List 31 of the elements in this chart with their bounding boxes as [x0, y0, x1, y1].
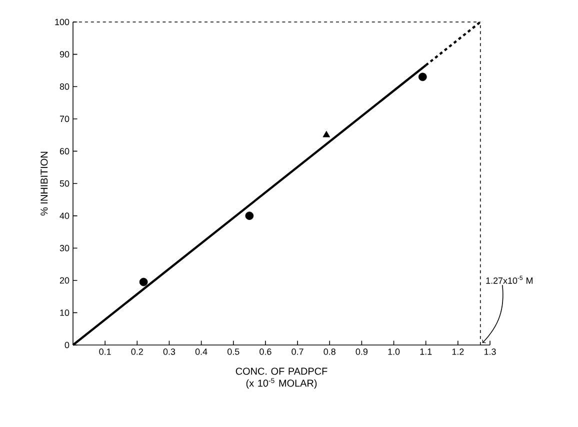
- y-axis-title: % INHIBITION: [40, 152, 48, 216]
- y-tick-label: 90: [60, 51, 70, 58]
- y-tick-label: 80: [60, 83, 70, 90]
- y-tick-label: 40: [60, 212, 70, 219]
- x-tick-label: 0.6: [260, 348, 272, 355]
- point: [139, 278, 148, 286]
- y-tick-label: 10: [60, 310, 70, 316]
- x-tick-label: 1.0: [388, 348, 400, 355]
- y-tick-label: 70: [60, 116, 70, 122]
- point: [245, 212, 254, 220]
- point: [418, 72, 427, 82]
- x-tick-label: 1.3: [484, 348, 496, 355]
- point: [322, 130, 330, 138]
- x-tick-label: 0.8: [324, 348, 336, 355]
- x-tick-label: 0.5: [227, 348, 240, 355]
- y-tick-label: 50: [60, 180, 70, 187]
- x-tick-label: 0.4: [195, 348, 208, 355]
- y-tick-label: 0: [64, 342, 70, 348]
- annotation: 1.27x10$^{-5}$ M: [486, 276, 533, 284]
- x-tick-label: 0.7: [292, 348, 304, 355]
- y-tick-label: 100: [55, 18, 70, 26]
- x-axis-title: CONC. OF PADPCF (x 10$^{-5}$ MOLAR): [236, 368, 328, 389]
- x-tick-label: 1.2: [452, 348, 464, 355]
- y-tick-label: 30: [60, 244, 70, 252]
- x-tick-label: 0.1: [99, 348, 111, 355]
- y-tick-label: 20: [60, 277, 70, 284]
- y-tick-label: 60: [60, 148, 70, 154]
- x-tick-label: 0.2: [131, 348, 143, 355]
- x-tick-label: 1.1: [420, 348, 432, 355]
- x-tick-label: 0.9: [356, 348, 368, 355]
- x-tick-label: 0.3: [163, 348, 176, 355]
